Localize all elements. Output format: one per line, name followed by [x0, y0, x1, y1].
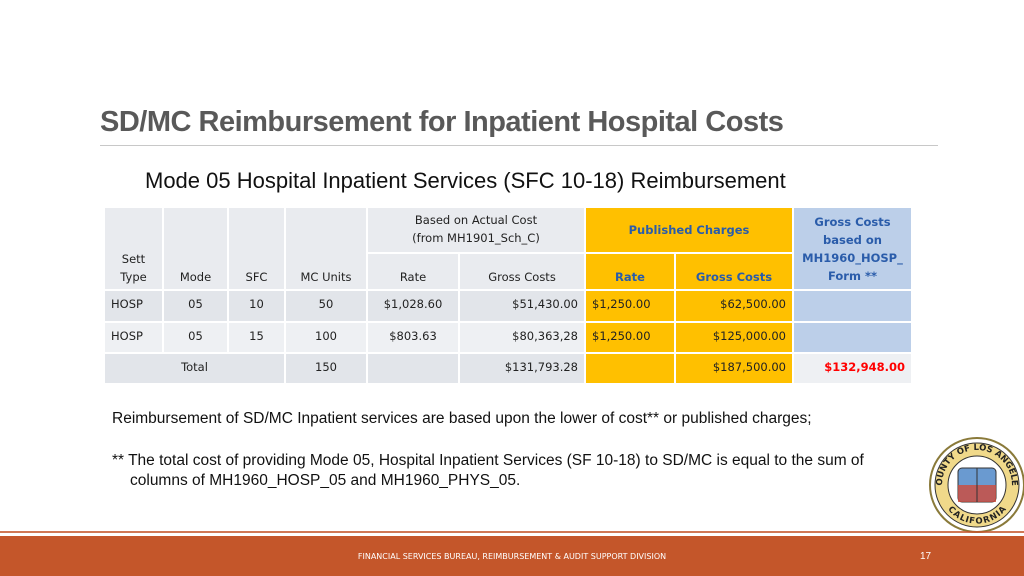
table-cell: 10	[228, 290, 285, 322]
title-rule	[100, 145, 938, 146]
table-cell: 05	[163, 322, 228, 353]
county-seal: COUNTY OF LOS ANGELES CALIFORNIA	[928, 436, 1024, 533]
note: Reimbursement of SD/MC Inpatient service…	[112, 410, 812, 427]
total-cell: 150	[285, 353, 367, 384]
table-cell: $51,430.00	[459, 290, 585, 322]
table-cell: 100	[285, 322, 367, 353]
table-cell: 50	[285, 290, 367, 322]
column-header: SFC	[228, 207, 285, 290]
footer-text: FINANCIAL SERVICES BUREAU, REIMBURSEMENT…	[357, 552, 667, 561]
column-header: Rate	[585, 253, 675, 290]
column-header: Gross Costs	[459, 253, 585, 290]
total-cell-empty	[585, 353, 675, 384]
column-header: Sett Type	[104, 207, 163, 290]
total-label: Total	[104, 353, 285, 384]
column-header: Gross Costs	[675, 253, 793, 290]
table-cell: 15	[228, 322, 285, 353]
table-cell: $1,250.00	[585, 290, 675, 322]
total-cell: $187,500.00	[675, 353, 793, 384]
table-cell: $62,500.00	[675, 290, 793, 322]
footer-line	[0, 531, 1024, 533]
table-cell-empty	[793, 290, 912, 322]
subtitle: Mode 05 Hospital Inpatient Services (SFC…	[145, 168, 786, 193]
group-header: Gross Costs based on MH1960_HOSP_ Form *…	[793, 207, 912, 290]
table-cell: $1,028.60	[367, 290, 459, 322]
table-cell: HOSP	[104, 290, 163, 322]
page-number: 17	[920, 551, 932, 562]
table-cell: 05	[163, 290, 228, 322]
table-cell-empty	[793, 322, 912, 353]
table-cell: HOSP	[104, 322, 163, 353]
column-header: Rate	[367, 253, 459, 290]
column-header: Mode	[163, 207, 228, 290]
group-header: Based on Actual Cost (from MH1901_Sch_C)	[367, 207, 585, 253]
total-cell-empty	[367, 353, 459, 384]
total-cell: $131,793.28	[459, 353, 585, 384]
group-header: Published Charges	[585, 207, 793, 253]
table-cell: $803.63	[367, 322, 459, 353]
table-cell: $80,363,28	[459, 322, 585, 353]
table-cell: $125,000.00	[675, 322, 793, 353]
table-cell: $1,250.00	[585, 322, 675, 353]
footnote: ** The total cost of providing Mode 05, …	[112, 452, 864, 489]
footer-bar	[0, 536, 1024, 576]
total-cell: $132,948.00	[793, 353, 912, 384]
column-header: MC Units	[285, 207, 367, 290]
slide-title: SD/MC Reimbursement for Inpatient Hospit…	[100, 106, 784, 138]
